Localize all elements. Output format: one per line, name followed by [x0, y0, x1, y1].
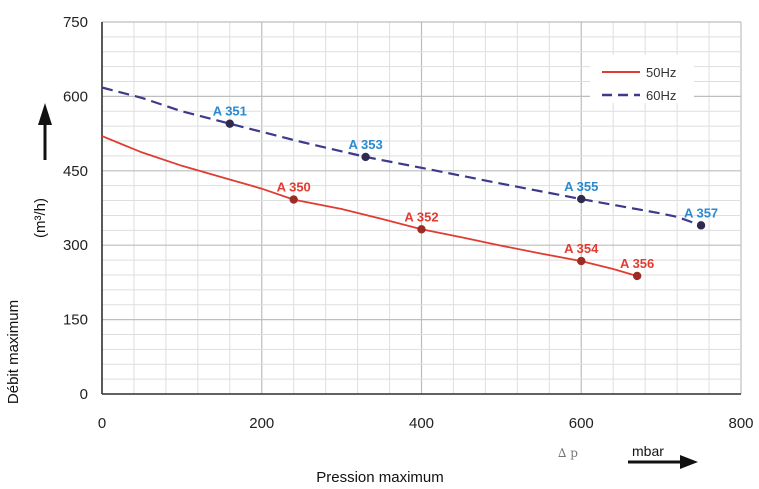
- x-axis-title: Pression maximum: [316, 469, 444, 486]
- x-tick-label: 200: [249, 415, 274, 432]
- point-marker: [632, 271, 642, 281]
- x-tick-label: 600: [569, 415, 594, 432]
- x-axis-symbol: ∆ p: [558, 446, 578, 460]
- x-tick-label: 400: [409, 415, 434, 432]
- series-line-60hz: [101, 86, 702, 227]
- y-tick-label: 300: [63, 237, 88, 254]
- point-marker: [225, 119, 234, 128]
- x-tick-label: 0: [98, 415, 106, 432]
- point-label: A 356: [620, 256, 654, 271]
- legend: 50Hz 60Hz: [590, 55, 694, 103]
- point-label: A 354: [564, 241, 599, 256]
- y-tick-label: 600: [63, 88, 88, 105]
- series-line-50hz: [101, 135, 638, 277]
- point-marker: [696, 221, 706, 230]
- y-axis-title: Débit maximum: [5, 300, 22, 404]
- x-tick-label: 800: [728, 415, 753, 432]
- x-axis-arrow-icon: [680, 455, 698, 469]
- point-label: A 352: [404, 209, 438, 224]
- y-axis-unit: (m³/h): [32, 198, 49, 238]
- axes: [101, 22, 741, 395]
- legend-label-50hz: 50Hz: [646, 65, 676, 80]
- point-marker: [577, 256, 586, 266]
- point-label: A 353: [348, 137, 382, 152]
- point-label: A 357: [684, 205, 718, 220]
- grid: [101, 21, 742, 395]
- point-label: A 351: [213, 104, 247, 119]
- point-marker: [577, 194, 586, 204]
- point-marker: [289, 195, 298, 204]
- point-marker: [361, 152, 370, 162]
- x-axis-unit: mbar: [632, 443, 664, 459]
- y-tick-label: 450: [63, 163, 88, 180]
- tick-labels: 0 200 400 600 800 0 150 300 450 600 750: [63, 14, 754, 432]
- y-tick-label: 150: [63, 312, 88, 329]
- legend-label-60hz: 60Hz: [646, 88, 676, 103]
- series-group: A 350 A 352 A 354 A 356 A 351 A 353 A 355 A 357: [101, 86, 718, 281]
- y-tick-label: 750: [63, 14, 88, 31]
- point-marker: [417, 225, 426, 234]
- point-label: A 350: [277, 180, 311, 195]
- point-label: A 355: [564, 179, 598, 194]
- y-axis-arrow-icon: [38, 103, 52, 125]
- y-tick-label: 0: [80, 386, 88, 403]
